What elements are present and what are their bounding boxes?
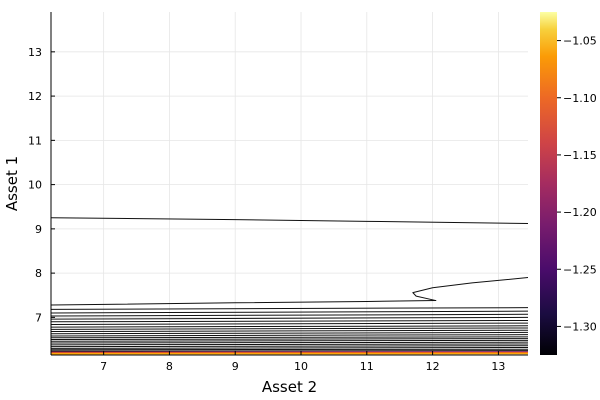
colorbar-tick-label: −1.15	[563, 149, 597, 162]
contour-line-3	[51, 310, 528, 314]
x-axis-title: Asset 2	[262, 378, 317, 396]
contour-line-12	[51, 334, 528, 337]
contour-line-1	[51, 277, 528, 306]
colorbar-tick-label: −1.10	[563, 92, 597, 105]
x-tick-label: 13	[491, 360, 505, 373]
x-tick-label: 9	[232, 360, 239, 373]
contour-line-17	[51, 343, 528, 346]
colorbar-tick-label: −1.30	[563, 320, 597, 333]
x-tick-label: 8	[166, 360, 173, 373]
contour-line-18	[51, 345, 528, 348]
y-tick-label: 13	[28, 46, 42, 59]
contour-line-6	[51, 319, 528, 323]
colorbar-ticks: −1.30 −1.25 −1.20 −1.15 −1.10 −1.05	[557, 35, 597, 333]
x-tick-label: 10	[294, 360, 308, 373]
colorbar-tick-label: −1.20	[563, 206, 597, 219]
contour-line-2	[51, 307, 528, 310]
contour-line-5	[51, 316, 528, 320]
contour-line-4	[51, 313, 528, 317]
grid	[51, 12, 528, 355]
contour-line-7	[51, 322, 528, 325]
y-tick-label: 11	[28, 134, 42, 147]
y-tick-label: 7	[35, 311, 42, 324]
y-tick-label: 9	[35, 223, 42, 236]
colorbar-tick-label: −1.25	[563, 263, 597, 276]
y-axis-title: Asset 1	[3, 156, 21, 211]
contour-line-19	[51, 346, 528, 349]
contour-line-13	[51, 336, 528, 339]
contour-line-15	[51, 339, 528, 342]
colorbar	[540, 12, 557, 355]
y-axis-ticks: 7 8 9 10 11 12 13	[28, 46, 55, 324]
x-tick-label: 12	[426, 360, 440, 373]
y-tick-label: 8	[35, 267, 42, 280]
x-axis-ticks: 7 8 9 10 11 12 13	[100, 351, 505, 373]
y-tick-label: 10	[28, 179, 42, 192]
contour-line-16	[51, 341, 528, 344]
y-tick-label: 12	[28, 90, 42, 103]
contour-line-8	[51, 325, 528, 328]
contour-line-9	[51, 327, 528, 330]
contour-line-10	[51, 329, 528, 333]
colorbar-tick-label: −1.05	[563, 35, 597, 48]
contour-line-11	[51, 331, 528, 335]
contour-line-14	[51, 338, 528, 341]
x-tick-label: 11	[360, 360, 374, 373]
contour-lines	[51, 217, 528, 355]
x-tick-label: 7	[100, 360, 107, 373]
contour-line-0	[51, 217, 528, 225]
